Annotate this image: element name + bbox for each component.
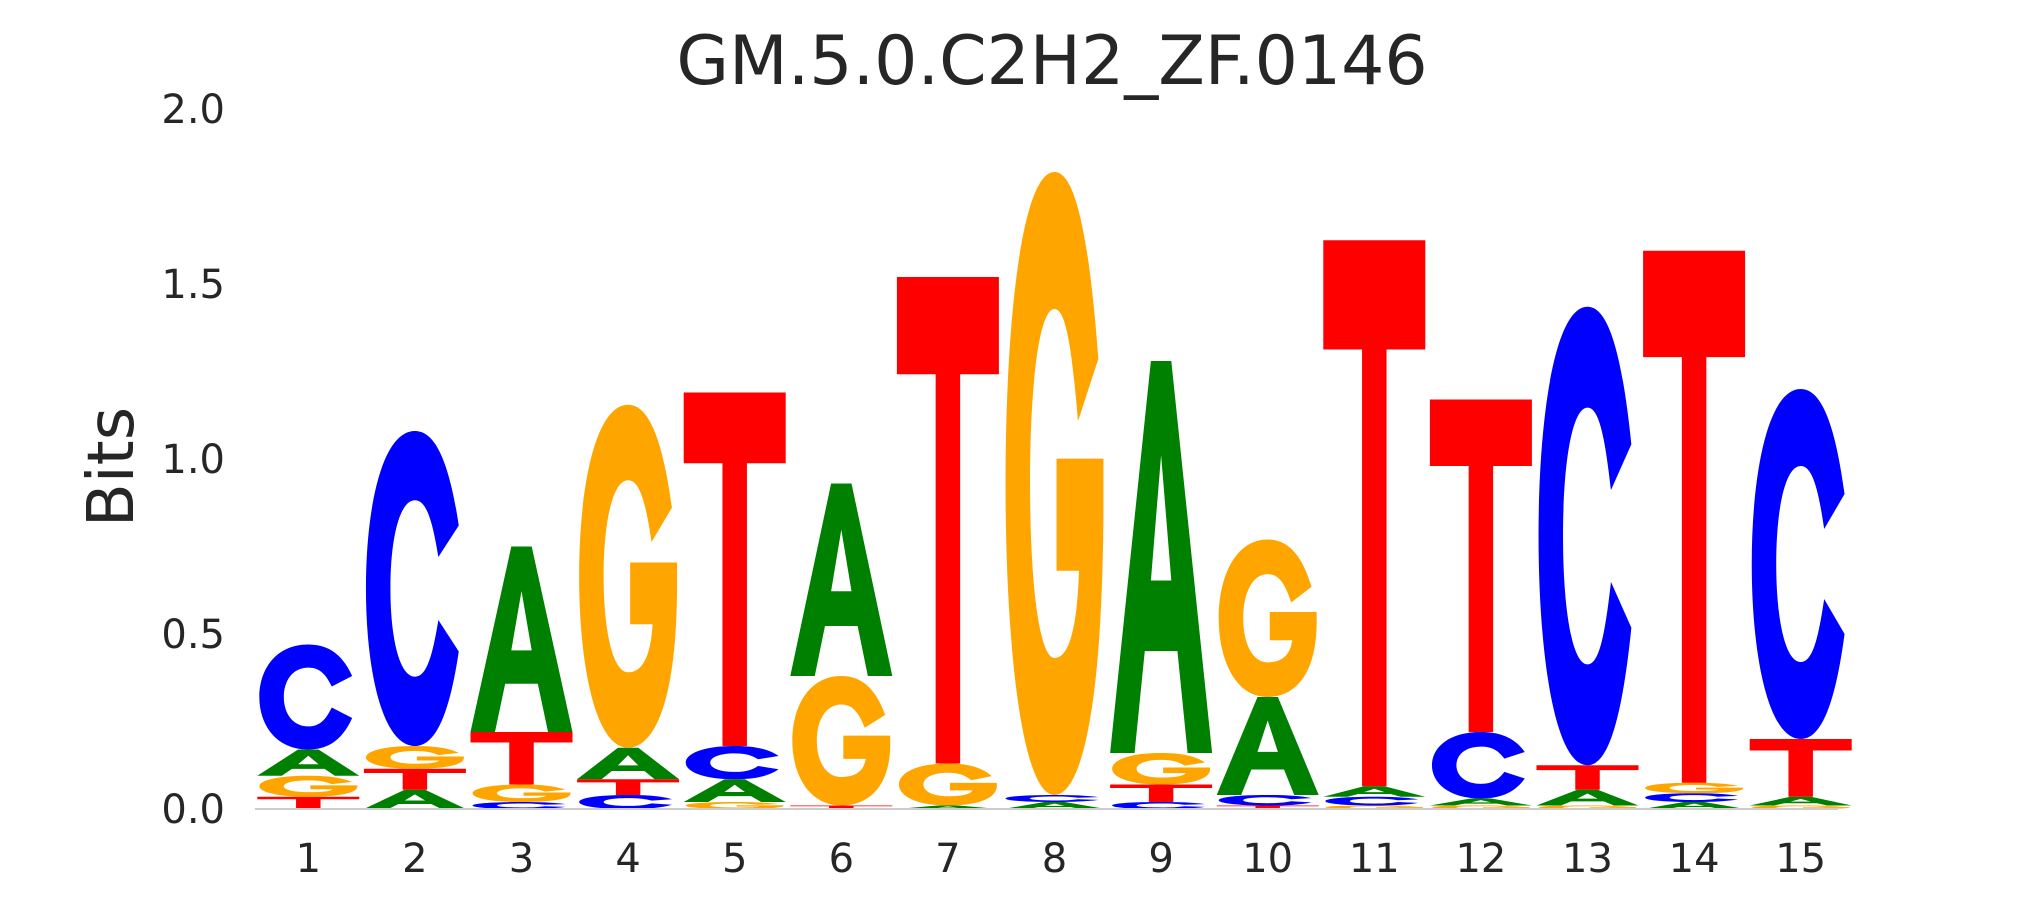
letter-A	[683, 779, 786, 802]
letter-A	[577, 747, 680, 780]
y-tick-label: 1.0	[161, 437, 225, 483]
letter-C	[1325, 796, 1419, 806]
letter-G	[365, 746, 464, 769]
x-tick-label: 10	[1242, 836, 1293, 882]
letter-A	[1643, 802, 1746, 809]
stack-position-12	[1429, 399, 1532, 809]
letter-G	[792, 676, 891, 806]
letter-G	[1005, 172, 1104, 795]
stack-position-4	[577, 404, 680, 809]
stack-position-5	[683, 392, 786, 809]
letter-G	[898, 763, 997, 806]
x-tick-label: 9	[1148, 836, 1173, 882]
x-tick-label: 14	[1669, 836, 1720, 882]
letter-A	[1536, 789, 1639, 806]
letter-T	[1536, 765, 1639, 790]
letter-C	[1218, 795, 1312, 806]
letter-T	[1216, 805, 1319, 809]
letter-C	[472, 802, 566, 809]
stack-position-15	[1749, 389, 1852, 809]
letter-T	[683, 392, 786, 746]
letter-A	[363, 789, 466, 809]
letter-G	[259, 775, 358, 797]
x-tick-label: 7	[935, 836, 960, 882]
letter-A	[790, 483, 893, 676]
x-tick-label: 1	[296, 836, 321, 882]
stack-position-1	[257, 644, 360, 809]
letter-T	[257, 796, 360, 809]
x-tick-label: 6	[829, 836, 854, 882]
x-tick-label: 11	[1349, 836, 1400, 882]
letter-A	[1429, 798, 1532, 806]
stack-position-13	[1536, 306, 1639, 809]
letter-G	[1112, 753, 1211, 785]
letter-T	[1323, 240, 1426, 787]
letter-C	[1431, 732, 1525, 799]
x-tick-label: 12	[1455, 836, 1506, 882]
letter-C	[1751, 389, 1845, 739]
x-tick-label: 8	[1042, 836, 1067, 882]
letter-C	[1645, 793, 1738, 802]
y-tick-label: 0.5	[161, 612, 225, 658]
stack-position-10	[1216, 539, 1319, 809]
letter-G	[472, 784, 571, 802]
x-tick-label: 13	[1562, 836, 1613, 882]
letter-A	[1749, 796, 1852, 806]
letter-stacks	[257, 172, 1852, 809]
x-tick-label: 4	[615, 836, 640, 882]
letter-C	[1112, 802, 1205, 809]
letter-C	[259, 644, 353, 750]
stack-position-6	[790, 483, 893, 809]
letter-C	[579, 795, 672, 809]
letter-T	[1749, 739, 1852, 797]
letter-C	[1005, 795, 1099, 802]
letter-A	[257, 749, 360, 776]
letter-T	[1429, 399, 1532, 732]
letter-G	[1645, 782, 1744, 794]
x-tick-label: 15	[1775, 836, 1826, 882]
letter-A	[470, 546, 573, 732]
letter-C	[1538, 306, 1632, 766]
letter-C	[685, 746, 779, 780]
chart-title: GM.5.0.C2H2_ZF.0146	[676, 22, 1428, 101]
x-tick-label: 2	[402, 836, 427, 882]
letter-G	[579, 404, 678, 748]
stack-position-2	[363, 431, 466, 809]
letter-A	[1216, 697, 1319, 795]
stack-position-3	[470, 546, 573, 809]
x-axis-ticks: 1 2 3 4 5 6 7 8 9 10 11 12 13 14 15	[296, 836, 1827, 882]
x-tick-label: 5	[722, 836, 747, 882]
stack-position-14	[1643, 250, 1746, 809]
letter-T	[363, 768, 466, 790]
stack-position-9	[1110, 361, 1213, 809]
letter-T	[1110, 784, 1213, 802]
y-tick-label: 1.5	[161, 262, 225, 308]
letter-C	[365, 431, 459, 746]
letter-T	[470, 732, 573, 785]
letter-T	[1643, 250, 1746, 783]
letter-A	[1003, 802, 1106, 809]
stack-position-8	[1003, 172, 1106, 809]
y-tick-label: 2.0	[161, 87, 225, 133]
stack-position-7	[896, 277, 999, 809]
letter-G	[685, 802, 784, 809]
y-tick-label: 0.0	[161, 787, 225, 833]
letter-T	[577, 779, 680, 795]
letter-A	[1323, 786, 1426, 797]
y-axis-ticks: 0.0 0.5 1.0 1.5 2.0	[161, 87, 225, 833]
stack-position-11	[1323, 240, 1426, 809]
letter-T	[896, 277, 999, 764]
letter-A	[1110, 361, 1213, 753]
letter-T	[790, 805, 893, 809]
letter-G	[1218, 539, 1317, 697]
x-tick-label: 3	[509, 836, 534, 882]
